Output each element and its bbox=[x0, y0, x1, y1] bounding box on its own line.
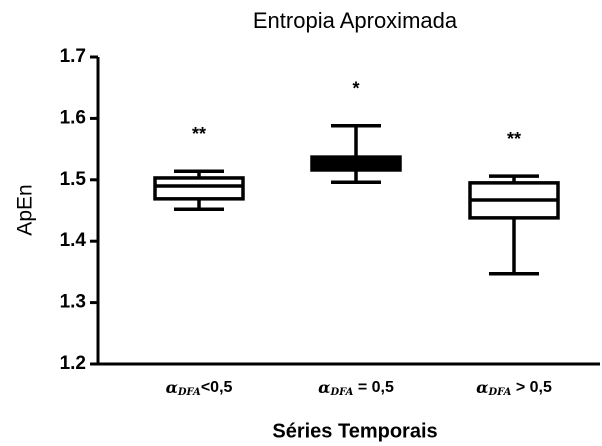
y-axis-label: ApEn bbox=[14, 184, 37, 235]
category-subscript: DFA bbox=[177, 387, 201, 398]
y-tick-label: 1.3 bbox=[60, 292, 86, 313]
annotation: * bbox=[352, 79, 359, 99]
y-tick-label: 1.7 bbox=[60, 46, 86, 67]
y-tick-label: 1.2 bbox=[60, 353, 86, 374]
x-axis-label: Séries Temporais bbox=[272, 420, 437, 442]
category-symbol: α bbox=[318, 378, 330, 397]
chart-title: Entropia Aproximada bbox=[253, 8, 458, 33]
category-symbol: α bbox=[166, 378, 178, 397]
y-tick-label: 1.4 bbox=[60, 230, 87, 251]
x-tick-label: αDFA = 0,5 bbox=[318, 378, 394, 398]
category-subscript: DFA bbox=[329, 387, 353, 398]
category-subscript: DFA bbox=[487, 387, 511, 398]
category-symbol: α bbox=[476, 378, 488, 397]
y-tick-label: 1.6 bbox=[60, 107, 86, 128]
annotation: ** bbox=[192, 124, 206, 144]
category-relation: <0,5 bbox=[201, 379, 233, 396]
x-tick-label: αDFA<0,5 bbox=[166, 378, 233, 398]
y-tick-label: 1.5 bbox=[60, 169, 87, 190]
category-relation: > 0,5 bbox=[511, 379, 552, 396]
x-tick-label: αDFA > 0,5 bbox=[476, 378, 552, 398]
annotation: ** bbox=[507, 129, 521, 149]
category-relation: = 0,5 bbox=[353, 379, 394, 396]
box bbox=[153, 176, 245, 201]
